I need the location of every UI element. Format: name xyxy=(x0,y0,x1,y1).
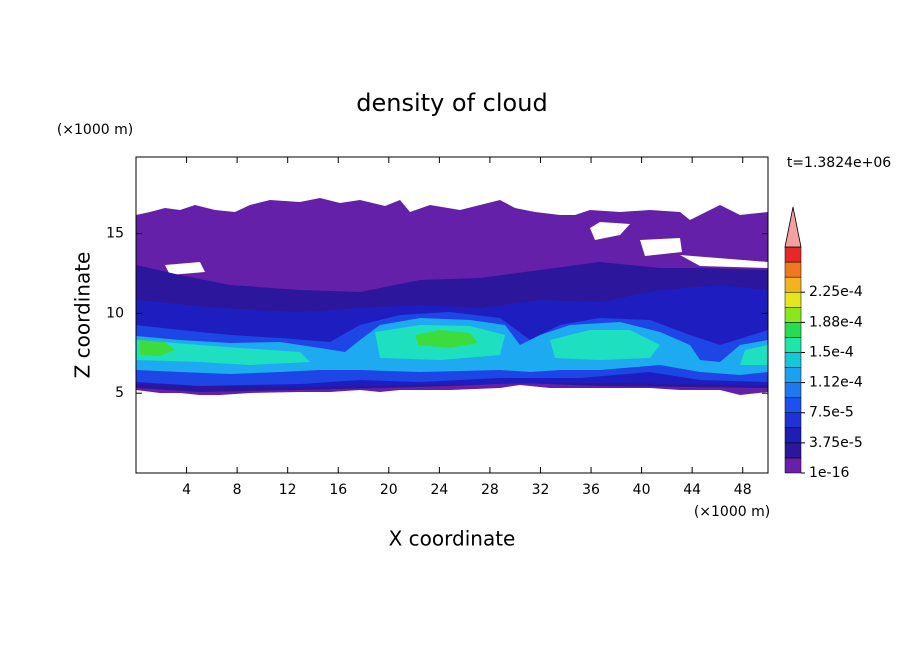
colorbar-box xyxy=(784,337,802,353)
chart-title: density of cloud xyxy=(356,89,547,117)
colorbar-label: 1.12e-4 xyxy=(809,375,863,391)
x-tick-label: 28 xyxy=(481,482,499,498)
time-annotation: t=1.3824e+06 xyxy=(787,155,891,171)
colorbar-box xyxy=(784,367,802,383)
plot-frame xyxy=(135,156,769,474)
contour-field xyxy=(136,198,768,395)
x-tick-label: 4 xyxy=(182,482,191,498)
colorbar-box xyxy=(784,412,802,429)
x-tick-label: 32 xyxy=(532,482,550,498)
colorbar-extend xyxy=(784,206,802,248)
x-tick-label: 40 xyxy=(633,482,651,498)
colorbar-box xyxy=(784,457,802,474)
y-unit: (×1000 m) xyxy=(57,122,133,138)
x-unit: (×1000 m) xyxy=(694,504,770,520)
colorbar-box xyxy=(784,427,802,444)
y-tick-label: 15 xyxy=(106,226,124,242)
colorbar-box xyxy=(784,352,802,368)
colorbar-box xyxy=(784,307,802,323)
cloud-level-7 xyxy=(140,330,478,356)
colorbar-label: 1e-16 xyxy=(809,465,849,481)
colorbar-box xyxy=(784,276,802,293)
x-tick-label: 36 xyxy=(582,482,600,498)
y-tick-label: 5 xyxy=(115,385,124,401)
colorbar-label: 1.88e-4 xyxy=(809,314,863,330)
colorbar-box xyxy=(784,397,802,413)
colorbar-box xyxy=(784,261,802,278)
x-tick-label: 24 xyxy=(430,482,448,498)
x-tick-label: 16 xyxy=(329,482,347,498)
x-tick-label: 48 xyxy=(734,482,752,498)
colorbar-box xyxy=(784,322,802,338)
y-tick-label: 10 xyxy=(106,305,124,321)
colorbar-label: 7.5e-5 xyxy=(809,405,854,421)
colorbar-box xyxy=(784,442,802,459)
x-tick-label: 20 xyxy=(380,482,398,498)
colorbar-box xyxy=(784,291,802,308)
y-axis-label: Z coordinate xyxy=(71,252,95,379)
x-axis-label: X coordinate xyxy=(389,527,516,551)
x-tick-label: 44 xyxy=(683,482,701,498)
colorbar-label: 2.25e-4 xyxy=(809,284,863,300)
x-tick-label: 12 xyxy=(279,482,297,498)
colorbar-label: 1.5e-4 xyxy=(809,344,854,360)
colorbar-box xyxy=(784,382,802,398)
colorbar-box xyxy=(784,246,802,263)
x-tick-label: 8 xyxy=(233,482,242,498)
colorbar-label: 3.75e-5 xyxy=(809,435,863,451)
